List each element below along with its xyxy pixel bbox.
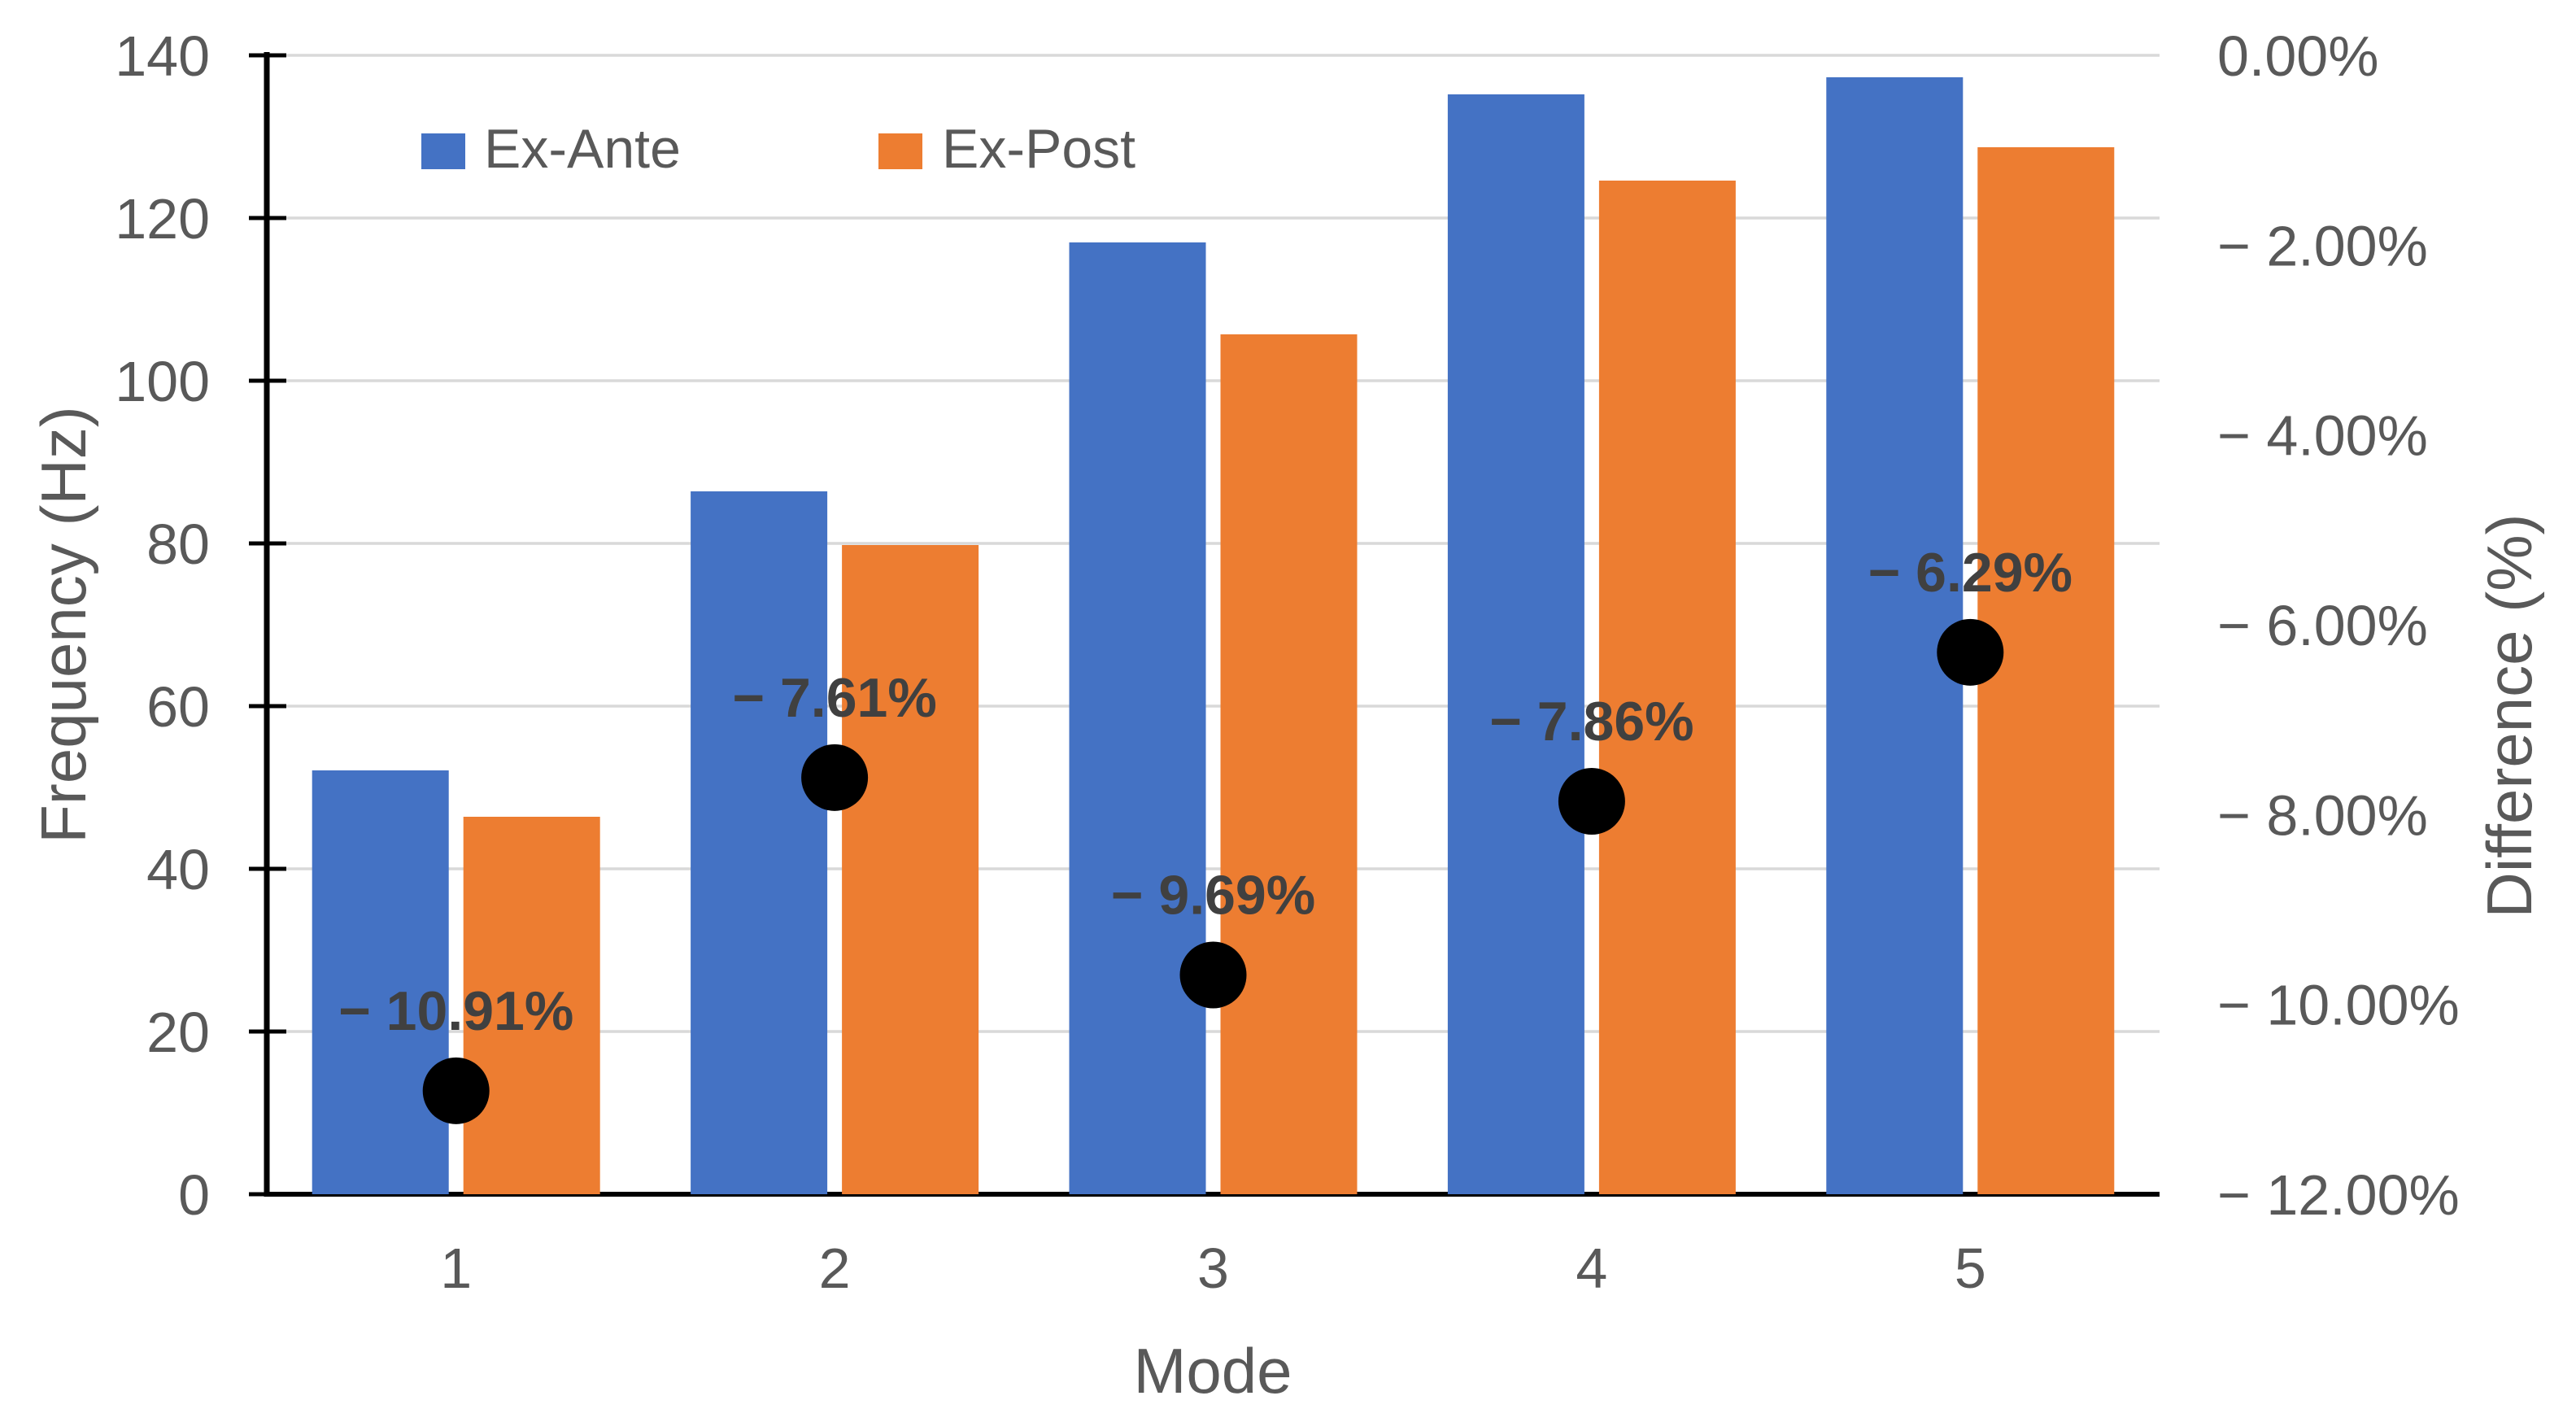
right-axis-tick-labels: 0.00% − 2.00% − 4.00% − 6.00% − 8.00% − 10.00… [2217,24,2460,1227]
bar-ex-ante-mode-4 [1447,94,1584,1194]
bar-ex-ante-mode-1 [312,770,449,1194]
dot-difference-mode-1 [422,1057,490,1124]
right-tick-label-6: − 12.00% [2217,1163,2460,1227]
dot-difference-mode-3 [1179,941,1247,1009]
bar-ex-post-mode-4 [1598,181,1736,1194]
bar-ex-post-mode-5 [1977,147,2115,1194]
right-axis-title: Difference (%) [2474,513,2545,918]
legend-label-ex-post: Ex-Post [942,118,1135,180]
legend-label-ex-ante: Ex-Ante [484,118,681,180]
left-tick-label-0: 0 [178,1163,210,1227]
category-label-2: 2 [819,1237,851,1300]
left-axis-title: Frequency (Hz) [28,406,99,843]
data-label-difference-mode-2: − 7.61% [732,667,936,729]
x-axis-title: Mode [1133,1335,1292,1407]
category-label-3: 3 [1197,1237,1229,1300]
legend: Ex-Ante Ex-Post [421,118,1135,180]
data-label-difference-mode-1: − 10.91% [338,980,573,1042]
right-tick-label-1: − 2.00% [2217,214,2428,277]
bar-ex-post-mode-2 [842,545,979,1194]
bar-series [312,77,2115,1194]
right-tick-label-2: − 4.00% [2217,404,2428,468]
data-label-difference-mode-5: − 6.29% [1868,542,2073,604]
right-tick-label-0: 0.00% [2217,24,2378,88]
dot-difference-mode-2 [801,744,869,811]
left-axis-tick-labels: 0 20 40 60 80 100 120 140 [115,24,210,1227]
data-label-difference-mode-3: − 9.69% [1111,865,1315,927]
category-label-4: 4 [1576,1237,1607,1300]
bar-ex-ante-mode-3 [1069,242,1206,1194]
bar-ex-ante-mode-5 [1826,77,1964,1194]
left-tick-label-60: 60 [146,675,210,739]
right-tick-label-3: − 6.00% [2217,594,2428,657]
left-tick-label-140: 140 [115,24,210,88]
bar-ex-ante-mode-2 [691,491,828,1194]
dot-difference-mode-5 [1937,618,2004,686]
left-tick-label-40: 40 [146,838,210,901]
x-axis-category-labels: 1 2 3 4 5 [440,1237,1986,1300]
bar-ex-post-mode-3 [1220,334,1358,1194]
category-label-1: 1 [440,1237,472,1300]
left-tick-label-80: 80 [146,513,210,576]
scatter-series [422,618,2004,1124]
left-tick-label-120: 120 [115,187,210,251]
legend-swatch-ex-ante [421,133,465,169]
bar-ex-post-mode-1 [463,817,600,1194]
right-tick-label-4: − 8.00% [2217,783,2428,847]
legend-swatch-ex-post [878,133,922,169]
left-tick-label-100: 100 [115,350,210,413]
scatter-data-labels: − 10.91% − 7.61% − 9.69% − 7.86% − 6.29% [338,542,2073,1042]
dot-difference-mode-4 [1558,768,1625,835]
left-tick-label-20: 20 [146,1001,210,1064]
data-label-difference-mode-4: − 7.86% [1489,691,1693,752]
right-tick-label-5: − 10.00% [2217,974,2460,1037]
category-label-5: 5 [1955,1237,1986,1300]
